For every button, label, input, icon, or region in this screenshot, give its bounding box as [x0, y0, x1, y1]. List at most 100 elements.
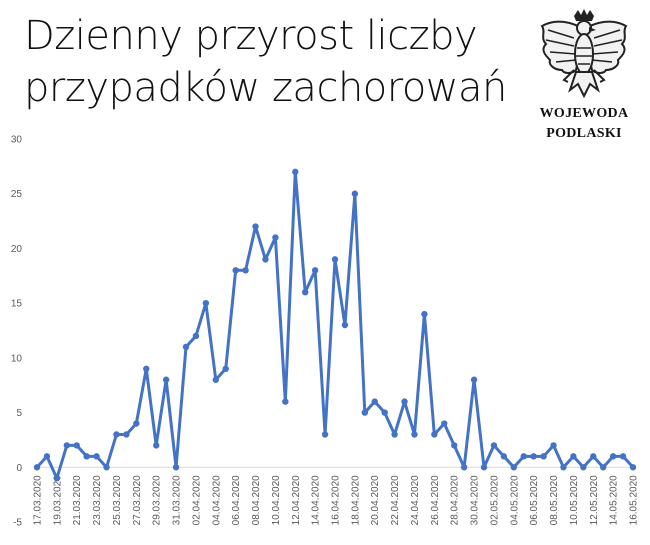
x-axis-tick-labels: 17.03.2020 19.03.2020 21.03.2020 23.03.2020… — [33, 475, 640, 525]
data-point — [172, 464, 180, 471]
data-point — [460, 464, 468, 471]
data-point — [73, 442, 80, 449]
data-point — [262, 256, 269, 263]
data-point — [401, 398, 408, 405]
x-tick-label: 12.05.2020 — [589, 475, 600, 525]
data-point — [33, 464, 41, 471]
data-point — [510, 464, 517, 471]
data-point — [63, 442, 70, 449]
data-point — [421, 310, 428, 318]
title-line-2: przypadków zachorowań — [24, 65, 507, 111]
emblem-caption-line-2: PODLASKI — [546, 126, 622, 141]
y-tick-label: 15 — [11, 299, 23, 310]
x-tick-label: 30.04.2020 — [470, 475, 481, 525]
x-tick-label: 06.04.2020 — [231, 475, 242, 525]
data-point — [550, 442, 557, 449]
data-point — [123, 431, 130, 438]
data-point — [212, 376, 219, 383]
series-points — [33, 168, 637, 482]
data-point — [619, 453, 627, 460]
data-point — [600, 464, 607, 471]
data-point — [272, 234, 279, 241]
x-tick-label: 25.03.2020 — [112, 475, 123, 525]
y-tick-label: 20 — [11, 244, 23, 255]
data-point — [371, 398, 378, 405]
data-point — [570, 453, 577, 460]
x-tick-label: 26.04.2020 — [430, 475, 441, 525]
data-point — [480, 464, 488, 471]
data-point — [292, 168, 299, 176]
polish-eagle-icon — [540, 9, 628, 99]
x-tick-label: 22.04.2020 — [390, 475, 401, 525]
data-point — [93, 453, 100, 460]
data-point — [361, 409, 368, 416]
data-point — [530, 453, 537, 460]
x-tick-label: 16.04.2020 — [331, 475, 342, 525]
data-point — [341, 321, 349, 329]
data-point — [470, 376, 478, 383]
data-point — [252, 223, 259, 230]
data-point — [162, 376, 170, 383]
y-tick-label: 0 — [16, 463, 22, 474]
data-point — [411, 431, 418, 438]
data-point — [113, 431, 120, 438]
x-tick-label: 14.04.2020 — [311, 475, 322, 525]
data-point — [302, 289, 309, 296]
x-tick-label: 06.05.2020 — [529, 475, 540, 525]
data-point — [53, 475, 61, 482]
data-point — [103, 464, 110, 471]
data-point — [580, 464, 587, 471]
data-point — [311, 267, 319, 274]
x-tick-label: 24.04.2020 — [410, 475, 421, 525]
data-point — [540, 453, 547, 460]
x-tick-label: 20.04.2020 — [370, 475, 381, 525]
data-point — [441, 420, 448, 427]
data-point — [431, 431, 438, 438]
y-tick-label: 5 — [16, 408, 22, 419]
data-point — [520, 453, 527, 460]
data-point — [182, 343, 190, 351]
data-point — [560, 464, 567, 471]
data-point — [490, 442, 498, 449]
x-tick-label: 08.05.2020 — [549, 475, 560, 525]
x-tick-label: 23.03.2020 — [92, 475, 103, 525]
x-tick-label: 04.05.2020 — [509, 475, 520, 525]
x-tick-label: 29.03.2020 — [152, 475, 163, 525]
x-tick-label: 28.04.2020 — [450, 475, 461, 525]
data-point — [192, 332, 200, 340]
data-point — [43, 453, 51, 460]
data-point — [391, 431, 398, 438]
x-tick-label: 19.03.2020 — [52, 475, 63, 525]
y-axis-tick-labels: -5 0 5 10 15 20 25 30 — [11, 135, 23, 529]
y-tick-label: 10 — [11, 353, 23, 364]
data-point — [629, 464, 637, 471]
x-tick-label: 02.05.2020 — [489, 475, 500, 525]
data-point — [351, 190, 359, 197]
x-tick-label: 18.04.2020 — [350, 475, 361, 525]
data-point — [590, 453, 597, 460]
x-tick-label: 02.04.2020 — [191, 475, 202, 525]
x-tick-label: 04.04.2020 — [211, 475, 222, 525]
data-point — [202, 299, 210, 307]
data-point — [609, 453, 617, 460]
voivode-emblem: WOJEWODA PODLASKI — [528, 8, 640, 148]
data-point — [222, 365, 229, 372]
data-point — [83, 453, 90, 460]
x-tick-label: 17.03.2020 — [33, 475, 44, 525]
x-tick-label: 21.03.2020 — [72, 475, 83, 525]
data-point — [451, 442, 458, 449]
y-tick-label: 25 — [11, 189, 23, 200]
data-point — [500, 453, 508, 460]
x-tick-label: 10.05.2020 — [569, 475, 580, 525]
page-title: Dzienny przyrost liczby przypadków zacho… — [24, 10, 524, 114]
data-point — [242, 267, 249, 274]
x-tick-label: 08.04.2020 — [251, 475, 262, 525]
data-point — [143, 365, 150, 372]
data-point — [282, 398, 289, 405]
x-tick-label: 27.03.2020 — [132, 475, 143, 525]
data-point — [232, 267, 239, 274]
y-tick-label: 30 — [11, 135, 23, 146]
data-point — [321, 431, 329, 438]
data-point — [153, 442, 160, 449]
